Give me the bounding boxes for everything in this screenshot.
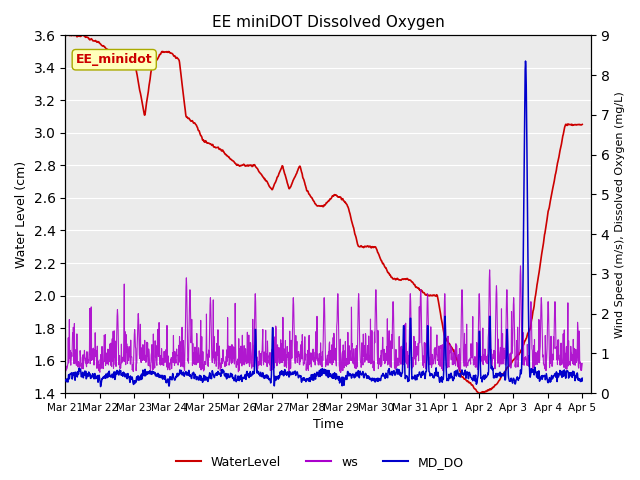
X-axis label: Time: Time [313,419,344,432]
Text: EE_minidot: EE_minidot [76,53,152,66]
Legend: WaterLevel, ws, MD_DO: WaterLevel, ws, MD_DO [171,451,469,474]
Y-axis label: Water Level (cm): Water Level (cm) [15,161,28,268]
Title: EE miniDOT Dissolved Oxygen: EE miniDOT Dissolved Oxygen [212,15,445,30]
Y-axis label: Wind Speed (m/s), Dissolved Oxygen (mg/L): Wind Speed (m/s), Dissolved Oxygen (mg/L… [615,91,625,337]
